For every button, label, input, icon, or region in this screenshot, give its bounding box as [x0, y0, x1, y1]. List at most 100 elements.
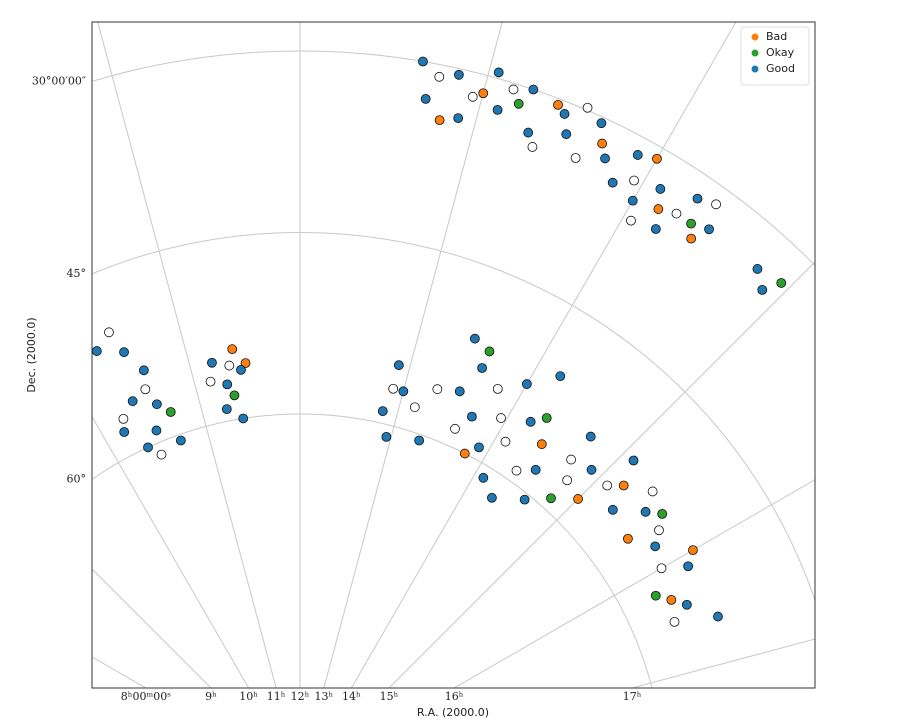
point — [477, 363, 487, 373]
point — [607, 177, 618, 188]
point — [683, 561, 694, 572]
y-tick-label: 30°00′00″ — [32, 74, 86, 87]
point — [607, 504, 618, 515]
point — [686, 218, 696, 229]
point — [221, 404, 232, 415]
point — [555, 371, 566, 382]
point — [450, 423, 460, 434]
point — [469, 333, 480, 344]
point — [414, 435, 425, 446]
point — [224, 360, 235, 371]
point — [640, 506, 651, 517]
point — [671, 208, 682, 219]
point — [377, 406, 388, 417]
point — [236, 364, 246, 375]
point — [381, 431, 392, 442]
point — [523, 127, 534, 138]
point — [647, 486, 658, 497]
point — [398, 386, 409, 397]
grid-line — [453, 479, 815, 688]
point — [653, 204, 664, 214]
point — [681, 599, 692, 610]
point — [600, 153, 610, 164]
point — [453, 113, 464, 124]
point — [409, 402, 420, 413]
x-tick-label: 9ʰ — [205, 690, 217, 703]
point — [536, 439, 547, 450]
point — [152, 399, 162, 410]
point — [138, 365, 149, 376]
x-tick-label: 15ʰ — [380, 690, 399, 703]
point — [657, 508, 668, 519]
point — [713, 611, 723, 622]
point — [474, 442, 484, 453]
point — [704, 224, 714, 235]
point — [222, 379, 233, 390]
point — [119, 347, 129, 358]
point — [602, 480, 613, 491]
legend: Bad Okay Good — [740, 26, 810, 86]
point — [686, 233, 697, 244]
point — [492, 105, 503, 115]
point — [629, 175, 639, 186]
point — [562, 475, 573, 486]
point — [628, 455, 639, 466]
point — [525, 416, 536, 427]
x-tick-label: 13ʰ — [314, 690, 333, 703]
grid-line — [323, 22, 503, 688]
point — [207, 357, 217, 368]
point — [240, 358, 251, 369]
point — [650, 224, 661, 234]
y-axis-label: Dec. (2000.0) — [25, 317, 38, 392]
grid-line — [388, 261, 815, 688]
point — [519, 494, 530, 505]
point — [140, 384, 151, 395]
point — [626, 215, 636, 226]
x-tick-label: 8ʰ00ᵐ00ˢ — [121, 690, 171, 703]
point — [500, 436, 511, 447]
point — [561, 129, 572, 140]
point — [528, 84, 539, 95]
point — [618, 480, 629, 491]
point — [541, 413, 552, 423]
point — [669, 616, 680, 627]
point — [143, 442, 153, 453]
point — [484, 346, 495, 357]
point — [530, 464, 541, 475]
point — [434, 71, 445, 82]
grid-circle — [92, 413, 653, 688]
legend-marker — [751, 49, 759, 57]
point — [597, 138, 608, 149]
grid-line — [92, 656, 147, 688]
point — [156, 449, 167, 460]
point — [229, 390, 240, 401]
grid-line — [630, 638, 815, 688]
x-tick-label: 16ʰ — [445, 690, 464, 703]
point — [570, 153, 581, 163]
point — [165, 407, 176, 417]
point — [511, 465, 522, 476]
point — [478, 472, 489, 483]
point — [553, 99, 563, 110]
point — [688, 545, 698, 556]
point — [478, 88, 489, 99]
point — [632, 150, 643, 160]
point — [559, 109, 570, 119]
point — [508, 84, 519, 95]
y-tick-label: 45° — [67, 267, 87, 280]
point — [486, 492, 497, 503]
x-tick-label: 10ʰ — [239, 690, 258, 703]
point — [92, 346, 102, 356]
point — [546, 493, 556, 504]
point — [513, 98, 524, 109]
grid-circle — [92, 232, 815, 603]
grid-line — [97, 22, 277, 688]
x-tick-label: 11ʰ — [267, 690, 286, 703]
point — [127, 396, 138, 407]
point — [467, 91, 478, 102]
point — [459, 448, 470, 459]
point — [527, 142, 538, 152]
point — [596, 118, 607, 129]
